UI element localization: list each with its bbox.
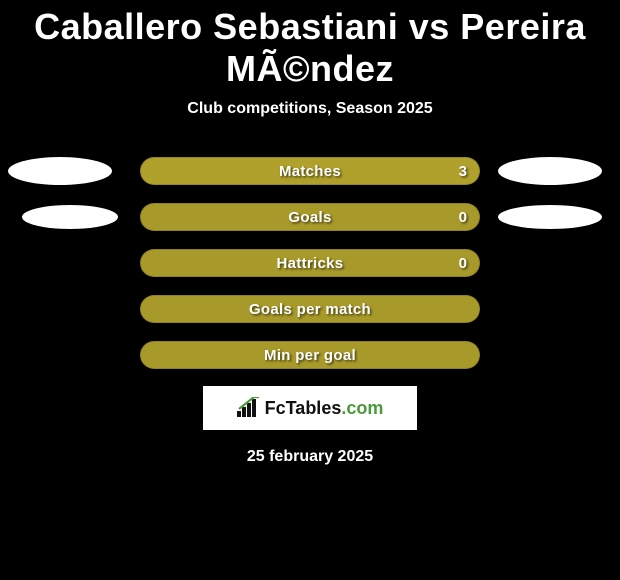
stat-row: Min per goal	[0, 340, 620, 370]
stat-label: Hattricks	[277, 255, 344, 272]
stat-bar: Goals per match	[140, 295, 480, 323]
stat-label: Matches	[279, 163, 341, 180]
stat-value-right: 0	[459, 209, 467, 226]
stat-bar: Min per goal	[140, 341, 480, 369]
right-ellipse	[498, 156, 602, 186]
stat-row: Hattricks 0	[0, 248, 620, 278]
left-ellipse	[18, 202, 122, 232]
stat-label: Goals	[288, 209, 331, 226]
footer-date: 25 february 2025	[0, 448, 620, 466]
stat-rows: Matches 3 Goals 0 Hattricks 0	[0, 156, 620, 370]
stat-row: Goals per match	[0, 294, 620, 324]
infographic-container: Caballero Sebastiani vs Pereira MÃ©ndez …	[0, 0, 620, 466]
right-ellipse	[496, 202, 604, 232]
logo-text-main: FcTables	[265, 398, 342, 418]
stat-bar: Hattricks 0	[140, 249, 480, 277]
page-subtitle: Club competitions, Season 2025	[0, 100, 620, 118]
left-ellipse	[8, 156, 112, 186]
stat-bar: Matches 3	[140, 157, 480, 185]
logo: FcTables.com	[237, 397, 384, 419]
stat-bar: Goals 0	[140, 203, 480, 231]
stat-value-right: 0	[459, 255, 467, 272]
bar-chart-icon	[237, 397, 261, 419]
stat-row: Matches 3	[0, 156, 620, 186]
stat-row: Goals 0	[0, 202, 620, 232]
logo-text: FcTables.com	[265, 398, 384, 419]
stat-value-right: 3	[459, 163, 467, 180]
stat-label: Goals per match	[249, 301, 371, 318]
logo-text-suffix: .com	[341, 398, 383, 418]
stat-label: Min per goal	[264, 347, 356, 364]
page-title: Caballero Sebastiani vs Pereira MÃ©ndez	[0, 0, 620, 90]
logo-box: FcTables.com	[203, 386, 417, 430]
